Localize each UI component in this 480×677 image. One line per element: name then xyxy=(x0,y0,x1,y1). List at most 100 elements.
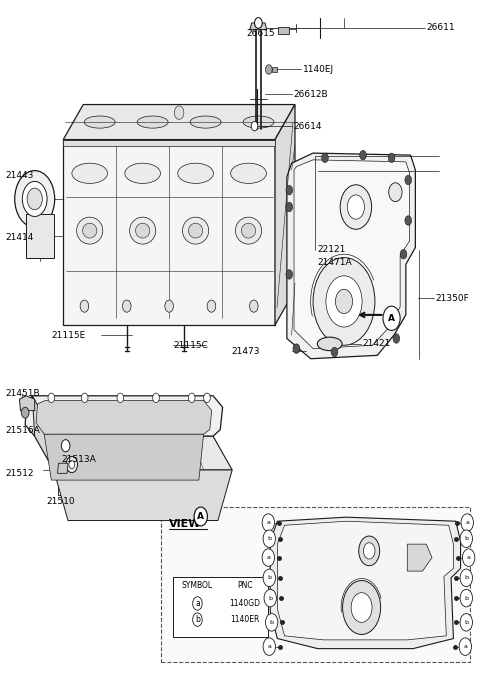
Polygon shape xyxy=(58,463,68,473)
Text: 26611: 26611 xyxy=(426,23,455,32)
Polygon shape xyxy=(25,396,223,436)
Text: SYMBOL: SYMBOL xyxy=(182,582,213,590)
Ellipse shape xyxy=(83,223,97,238)
Text: b: b xyxy=(464,536,468,541)
Polygon shape xyxy=(63,139,275,325)
Circle shape xyxy=(174,106,184,119)
Polygon shape xyxy=(407,544,432,571)
Ellipse shape xyxy=(77,217,103,244)
Circle shape xyxy=(207,300,216,312)
Ellipse shape xyxy=(231,163,266,183)
Ellipse shape xyxy=(135,223,150,238)
Circle shape xyxy=(360,150,366,160)
Circle shape xyxy=(265,65,272,74)
Circle shape xyxy=(388,153,395,162)
Circle shape xyxy=(343,581,381,634)
Circle shape xyxy=(265,613,278,631)
Text: 21115C: 21115C xyxy=(174,341,208,350)
Circle shape xyxy=(264,589,276,607)
Text: VIEW: VIEW xyxy=(169,519,202,529)
Text: 21512: 21512 xyxy=(5,469,34,478)
Circle shape xyxy=(81,393,88,403)
Polygon shape xyxy=(32,396,54,470)
Circle shape xyxy=(188,393,195,403)
Ellipse shape xyxy=(178,163,214,183)
Text: PNC: PNC xyxy=(237,582,253,590)
Text: A: A xyxy=(388,313,395,323)
Circle shape xyxy=(48,393,55,403)
Polygon shape xyxy=(63,139,275,146)
Circle shape xyxy=(331,347,338,357)
Text: b: b xyxy=(270,620,274,625)
Circle shape xyxy=(348,195,364,219)
Text: 21471A: 21471A xyxy=(318,259,352,267)
Text: 21350F: 21350F xyxy=(436,294,469,303)
Text: 21443: 21443 xyxy=(5,171,34,180)
Polygon shape xyxy=(44,434,204,480)
Polygon shape xyxy=(275,104,295,325)
Polygon shape xyxy=(54,470,232,521)
Circle shape xyxy=(313,257,375,345)
Text: b: b xyxy=(464,575,468,580)
Text: 21421: 21421 xyxy=(362,339,390,349)
Circle shape xyxy=(204,393,210,403)
Text: b: b xyxy=(267,575,271,580)
Ellipse shape xyxy=(189,223,203,238)
Circle shape xyxy=(322,153,328,162)
Ellipse shape xyxy=(182,217,209,244)
Text: b: b xyxy=(268,596,272,600)
Circle shape xyxy=(263,569,276,586)
Polygon shape xyxy=(173,577,268,636)
Circle shape xyxy=(192,596,202,610)
Circle shape xyxy=(117,393,124,403)
Circle shape xyxy=(336,289,352,313)
Circle shape xyxy=(383,306,400,330)
Text: 21451B: 21451B xyxy=(5,389,40,398)
Circle shape xyxy=(286,185,293,195)
Polygon shape xyxy=(278,27,289,35)
Circle shape xyxy=(461,514,473,531)
Circle shape xyxy=(286,269,293,279)
Circle shape xyxy=(363,543,375,559)
Circle shape xyxy=(80,300,89,312)
Circle shape xyxy=(389,183,402,202)
Circle shape xyxy=(153,393,159,403)
Text: a: a xyxy=(195,599,200,608)
Polygon shape xyxy=(270,517,461,649)
Text: 21115E: 21115E xyxy=(52,330,86,340)
Circle shape xyxy=(460,530,472,548)
Polygon shape xyxy=(294,160,409,349)
Polygon shape xyxy=(250,23,267,30)
Circle shape xyxy=(251,121,258,131)
Circle shape xyxy=(460,589,472,607)
Text: a: a xyxy=(266,520,270,525)
Circle shape xyxy=(459,638,471,655)
Text: 26612B: 26612B xyxy=(293,90,328,99)
Text: b: b xyxy=(267,536,271,541)
Circle shape xyxy=(286,202,293,212)
Text: a: a xyxy=(465,520,469,525)
Text: b: b xyxy=(195,615,200,624)
Polygon shape xyxy=(277,521,454,640)
Text: a: a xyxy=(267,644,271,649)
Circle shape xyxy=(460,569,472,586)
Text: 21414: 21414 xyxy=(5,233,34,242)
Circle shape xyxy=(254,18,262,28)
Polygon shape xyxy=(287,153,415,359)
Text: a: a xyxy=(266,555,270,560)
Circle shape xyxy=(15,171,55,227)
Circle shape xyxy=(192,613,202,626)
Polygon shape xyxy=(26,214,54,257)
Circle shape xyxy=(66,456,78,473)
Circle shape xyxy=(405,175,411,185)
Ellipse shape xyxy=(317,337,342,351)
Text: A: A xyxy=(197,512,204,521)
Circle shape xyxy=(359,536,380,566)
Circle shape xyxy=(263,530,276,548)
Circle shape xyxy=(165,300,173,312)
Circle shape xyxy=(61,439,70,452)
Ellipse shape xyxy=(130,217,156,244)
Polygon shape xyxy=(20,396,35,411)
Ellipse shape xyxy=(243,116,274,128)
Circle shape xyxy=(22,408,29,418)
